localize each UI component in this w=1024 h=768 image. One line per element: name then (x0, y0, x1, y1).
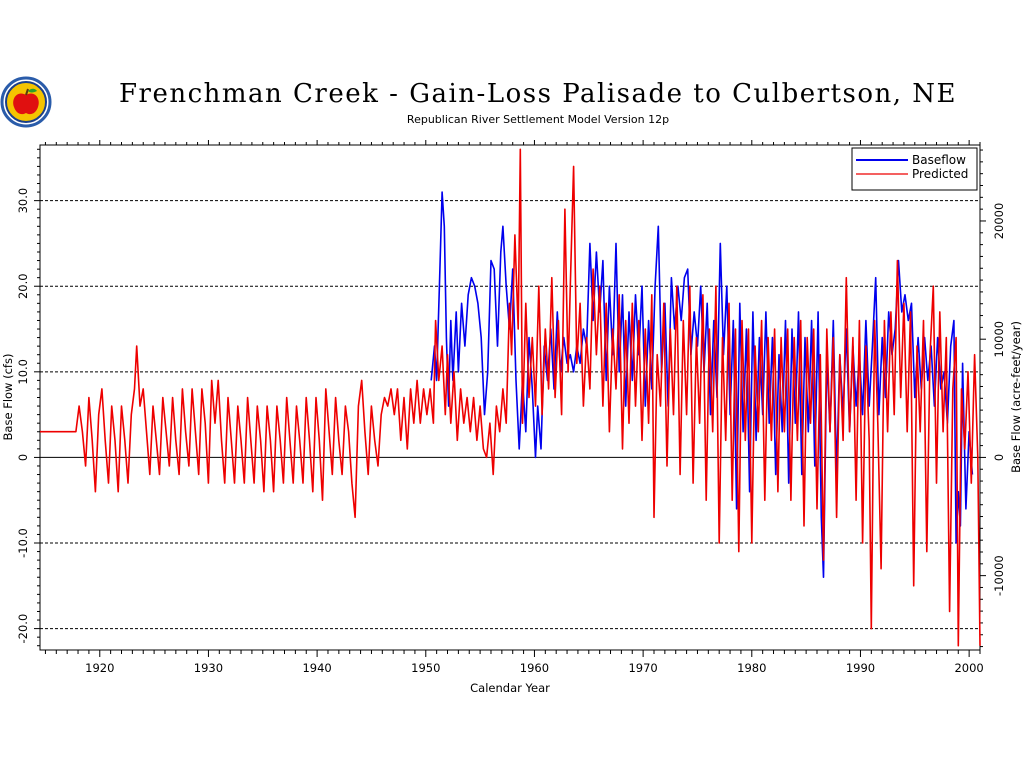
apple-logo (0, 76, 52, 128)
y2-tick-label: 10000 (992, 321, 1006, 358)
x-tick-label: 1960 (520, 661, 549, 675)
series-line-predicted (40, 148, 981, 647)
y2-axis-label: Base Flow (acre-feet/year) (1009, 321, 1023, 473)
x-tick-label: 2000 (954, 661, 983, 675)
x-tick-label: 1940 (302, 661, 331, 675)
x-tick-label: 1950 (411, 661, 440, 675)
series-line-baseflow (430, 191, 974, 578)
y2-tick-label: 0 (992, 454, 1006, 461)
x-tick-label: 1980 (737, 661, 766, 675)
x-tick-label: 1930 (194, 661, 223, 675)
axes: 1920 1930 1940 1950 1960 1970 1980 1990 2000 -20.… (16, 140, 1006, 675)
x-tick-label: 1970 (628, 661, 657, 675)
legend-label-baseflow: Baseflow (912, 153, 966, 167)
y-tick-label: -20.0 (16, 614, 30, 644)
y-tick-label: 0 (16, 454, 30, 461)
legend-label-predicted: Predicted (912, 167, 968, 181)
chart-title: Frenchman Creek - Gain-Loss Palisade to … (119, 79, 957, 109)
legend: Baseflow Predicted (851, 147, 978, 191)
y-axis-label: Base Flow (cfs) (1, 354, 15, 441)
series-layer (40, 148, 981, 647)
y-tick-label: 30.0 (16, 188, 30, 214)
y2-tick-label: -10000 (992, 555, 1006, 596)
x-tick-label: 1990 (846, 661, 875, 675)
y-tick-label: -10.0 (16, 528, 30, 558)
chart-subtitle: Republican River Settlement Model Versio… (407, 113, 669, 126)
y-tick-label: 10.0 (16, 359, 30, 385)
y-tick-label: 20.0 (16, 273, 30, 299)
x-tick-label: 1920 (85, 661, 114, 675)
legend-box (851, 147, 978, 191)
y2-tick-label: 20000 (992, 203, 1006, 240)
x-axis-label: Calendar Year (470, 681, 550, 695)
